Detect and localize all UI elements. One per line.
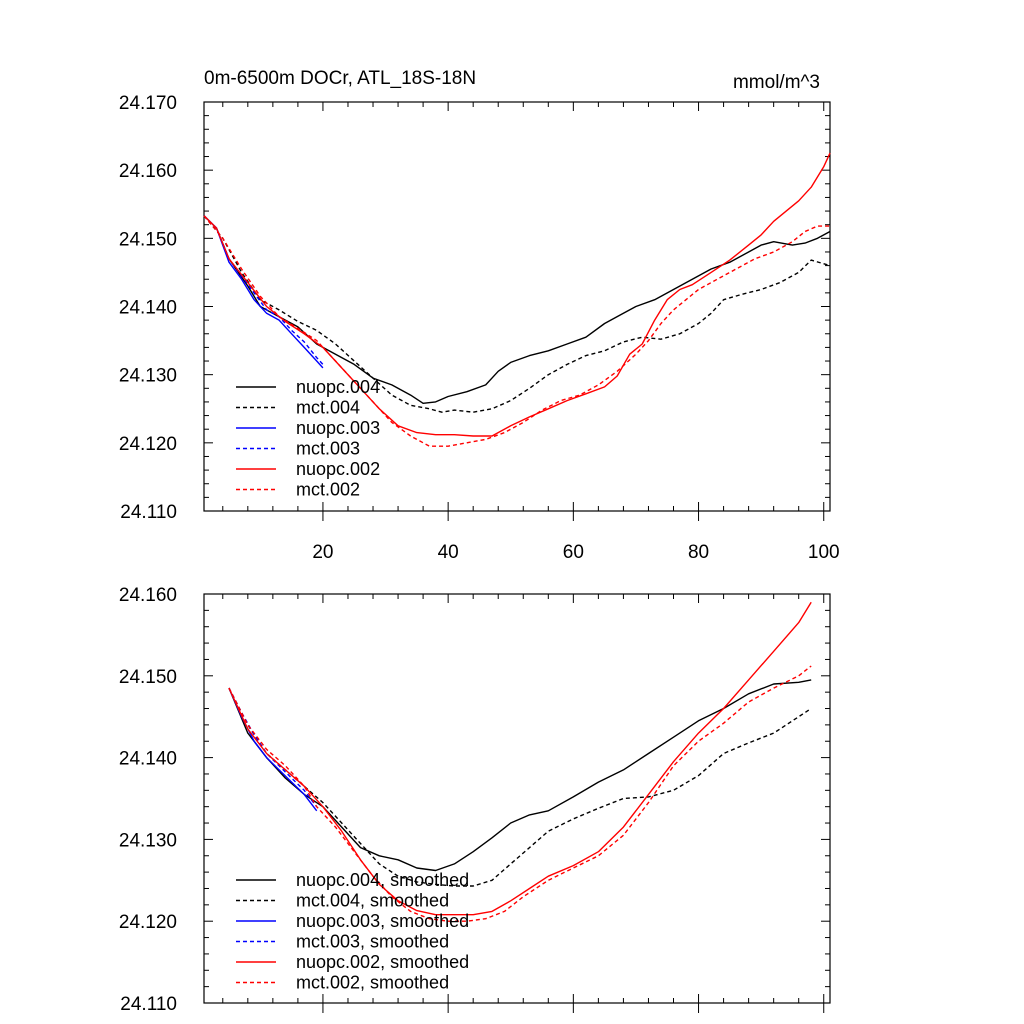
series-line-nuopc-004-smoothed xyxy=(228,679,812,872)
legend-label: nuopc.002 xyxy=(296,459,380,479)
units-label: mmol/m^3 xyxy=(733,72,820,93)
y-tick-label: 24.130 xyxy=(119,830,177,851)
series-line-nuopc-002 xyxy=(203,152,831,437)
legend-label: nuopc.003, smoothed xyxy=(296,911,469,931)
series-line-nuopc-004 xyxy=(203,215,831,404)
legend-label: mct.003 xyxy=(296,439,360,459)
y-tick-label: 24.120 xyxy=(119,434,177,455)
series-line-mct-003 xyxy=(203,215,324,365)
series-line-nuopc-003 xyxy=(203,215,324,369)
legend-label: mct.003, smoothed xyxy=(296,932,449,952)
x-tick-label: 20 xyxy=(312,542,333,563)
y-tick-label: 24.110 xyxy=(120,994,177,1015)
legend-label: mct.002, smoothed xyxy=(296,973,449,993)
y-tick-label: 24.170 xyxy=(119,93,177,114)
series-line-mct-004-smoothed xyxy=(228,687,812,887)
legend-label: nuopc.004 xyxy=(296,377,380,397)
y-tick-label: 24.150 xyxy=(119,229,177,250)
x-tick-label: 40 xyxy=(438,542,459,563)
x-tick-label: 80 xyxy=(688,542,709,563)
legend-label: mct.004 xyxy=(296,398,360,418)
plot-frame xyxy=(203,593,831,1004)
legend-label: mct.004, smoothed xyxy=(296,891,449,911)
series-line-nuopc-003-smoothed xyxy=(228,687,318,812)
series-line-mct-002 xyxy=(203,215,830,447)
legend-label: nuopc.004, smoothed xyxy=(296,870,469,890)
series-line-mct-004 xyxy=(203,215,831,413)
y-tick-label: 24.150 xyxy=(119,667,177,688)
x-tick-label: 60 xyxy=(563,542,584,563)
legend-label: nuopc.002, smoothed xyxy=(296,952,469,972)
series-line-mct-002-smoothed xyxy=(228,665,812,922)
x-tick-label: 100 xyxy=(808,542,840,563)
y-tick-label: 24.160 xyxy=(119,161,177,182)
y-tick-label: 24.140 xyxy=(119,298,177,319)
y-tick-label: 24.130 xyxy=(119,366,177,387)
series-line-mct-003-smoothed xyxy=(228,687,318,808)
y-tick-label: 24.120 xyxy=(119,912,177,933)
legend-label: nuopc.003 xyxy=(296,418,380,438)
top-panel: 24.110 24.120 24.130 24.140 24.150 24.160 24.1… xyxy=(119,93,840,563)
chart-title: 0m-6500m DOCr, ATL_18S-18N xyxy=(204,68,476,89)
legend-label: mct.002 xyxy=(296,480,360,500)
y-tick-label: 24.110 xyxy=(120,502,177,523)
y-tick-label: 24.160 xyxy=(119,585,177,606)
series-line-nuopc-002-smoothed xyxy=(228,601,812,916)
bottom-panel: 24.110 24.120 24.130 24.140 24.150 24.160 nuop… xyxy=(119,585,831,1015)
y-tick-label: 24.140 xyxy=(119,749,177,770)
